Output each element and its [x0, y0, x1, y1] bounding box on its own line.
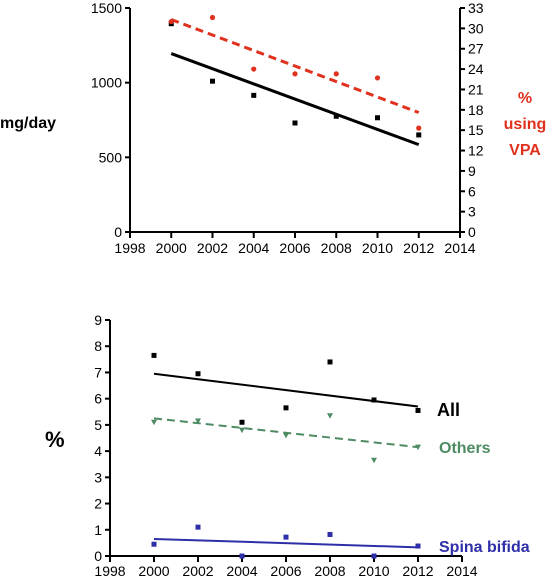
- bottom-x-tick-label: 2006: [270, 563, 301, 579]
- bottom-x-tick-label: 1998: [94, 563, 125, 579]
- bottom-point-2: [239, 553, 245, 559]
- top-right-y-tick-label: 27: [468, 41, 484, 57]
- top-x-tick-label: 2012: [403, 240, 434, 256]
- top-right-y-tick-label: 30: [468, 20, 484, 36]
- bottom-x-tick-label: 2004: [226, 563, 257, 579]
- top-right-y-tick-label: 18: [468, 102, 484, 118]
- top-right-y-tick-label: 6: [468, 183, 476, 199]
- bottom-y-tick-label: 8: [94, 338, 102, 354]
- bottom-y-tick-label: 3: [94, 469, 102, 485]
- bottom-point-2: [327, 531, 333, 537]
- bottom-x-tick-label: 2008: [314, 563, 345, 579]
- top-point-left: [375, 115, 380, 121]
- top-point-right: [292, 71, 298, 77]
- top-x-tick-label: 2014: [444, 240, 475, 256]
- bottom-y-tick-label: 9: [94, 312, 102, 328]
- top-right-y-tick-label: 3: [468, 204, 476, 220]
- bottom-x-tick-label: 2012: [402, 563, 433, 579]
- top-right-y-tick-label: 24: [468, 61, 484, 77]
- bottom-point-1: [151, 419, 157, 426]
- top-right-y-tick-label: 15: [468, 122, 484, 138]
- top-x-tick-label: 2010: [362, 240, 393, 256]
- top-left-y-tick-label: 0: [114, 224, 122, 240]
- bottom-x-tick-label: 2010: [358, 563, 389, 579]
- bottom-y-tick-label: 1: [94, 522, 102, 538]
- bottom-point-0: [371, 397, 377, 403]
- bottom-x-tick-label: 2002: [182, 563, 213, 579]
- bottom-point-0: [327, 359, 333, 365]
- bottom-point-0: [283, 405, 289, 411]
- top-left-y-tick-label: 500: [99, 149, 123, 165]
- bottom-series-label-2: Spina bifida: [439, 539, 530, 556]
- bottom-y-tick-label: 7: [94, 364, 102, 380]
- bottom-point-2: [283, 534, 289, 540]
- top-point-right: [209, 14, 216, 21]
- top-point-right: [374, 75, 381, 81]
- bottom-point-0: [415, 407, 421, 413]
- bottom-point-2: [151, 541, 157, 547]
- bottom-point-1: [415, 444, 421, 451]
- top-x-tick-label: 2004: [238, 240, 269, 256]
- top-left-y-tick-label: 1000: [91, 75, 122, 91]
- top-point-left: [292, 120, 298, 126]
- top-x-tick-label: 2002: [197, 240, 228, 256]
- top-right-y-axis-label: %: [518, 90, 532, 107]
- top-point-right: [168, 18, 174, 25]
- top-x-tick-label: 2006: [279, 240, 310, 256]
- bottom-point-2: [195, 524, 201, 530]
- bottom-point-0: [195, 371, 201, 377]
- top-right-y-tick-label: 33: [468, 0, 484, 16]
- bottom-point-1: [283, 432, 289, 439]
- top-right-y-tick-label: 21: [468, 81, 484, 97]
- bottom-series-label-0: All: [437, 400, 460, 420]
- bottom-point-0: [239, 419, 245, 425]
- top-point-left: [416, 132, 422, 138]
- bottom-point-2: [415, 543, 421, 549]
- top-point-right: [251, 66, 257, 72]
- bottom-point-1: [195, 418, 201, 424]
- top-point-left: [251, 92, 257, 98]
- top-point-right: [416, 125, 422, 131]
- bottom-x-tick-label: 2014: [446, 563, 477, 579]
- top-point-right: [333, 71, 339, 77]
- top-right-y-axis-label: using: [504, 116, 547, 133]
- top-right-y-tick-label: 12: [468, 143, 484, 159]
- bottom-y-tick-label: 4: [94, 443, 102, 459]
- bottom-y-tick-label: 0: [94, 548, 102, 564]
- top-left-y-axis-label: mg/day: [0, 115, 56, 132]
- top-right-y-tick-label: 0: [468, 224, 476, 240]
- top-x-tick-label: 1998: [114, 240, 145, 256]
- bottom-trend-line-2: [153, 537, 419, 549]
- bottom-point-1: [327, 413, 333, 419]
- bottom-point-1: [239, 427, 245, 434]
- bottom-y-tick-label: 6: [94, 391, 102, 407]
- bottom-y-tick-label: 5: [94, 417, 102, 433]
- top-x-tick-label: 2000: [156, 240, 187, 256]
- top-right-y-tick-label: 9: [468, 163, 476, 179]
- top-trend-line-left: [170, 52, 420, 147]
- bottom-y-axis-label: %: [45, 427, 65, 452]
- bottom-trend-line-1: [153, 417, 419, 449]
- bottom-y-tick-label: 2: [94, 496, 102, 512]
- bottom-point-0: [151, 352, 157, 358]
- top-right-y-axis-label: VPA: [509, 142, 541, 159]
- bottom-x-tick-label: 2000: [138, 563, 169, 579]
- top-trend-line-right: [170, 18, 420, 114]
- bottom-series-label-1: Others: [439, 440, 491, 457]
- bottom-point-1: [371, 457, 377, 464]
- top-point-left: [333, 113, 339, 119]
- bottom-point-2: [371, 553, 377, 559]
- top-left-y-tick-label: 1500: [91, 0, 122, 16]
- bottom-trend-line-0: [153, 372, 419, 408]
- top-point-left: [210, 78, 215, 84]
- top-x-tick-label: 2008: [321, 240, 352, 256]
